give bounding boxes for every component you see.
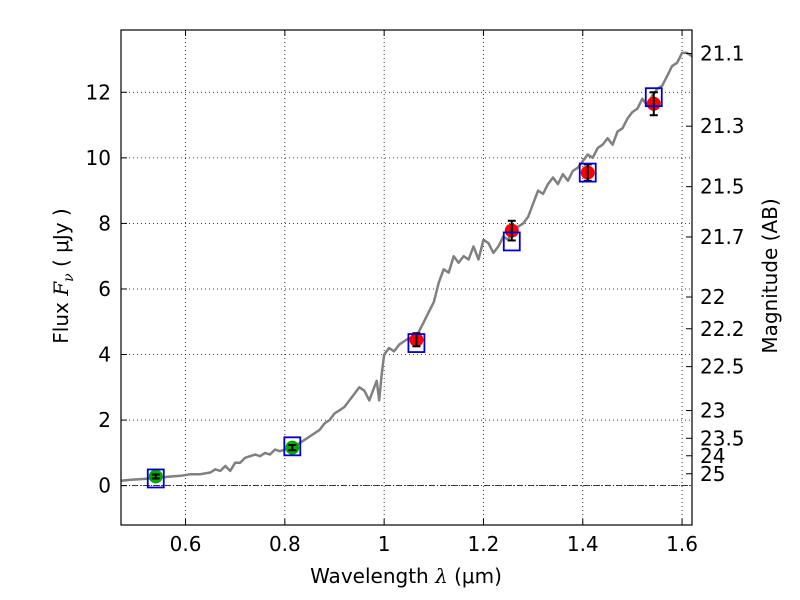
x-tick-label: 1 [378,532,391,556]
x-axis-label-unit: (μm) [454,564,502,588]
model-band-square [578,162,597,183]
x-axis-label-text: Wavelength [310,564,429,588]
model-band-square [502,231,521,252]
y-tick-label: 10 [86,146,111,170]
model-spectrum-line [121,51,692,482]
magnitude-tick-label: 21.1 [700,41,745,65]
magnitude-tick-label: 24 [700,444,725,468]
magnitude-tick-label: 22.2 [700,317,745,341]
x-tick-label: 0.8 [269,532,301,556]
plot-area [121,51,692,489]
magnitude-tick-label: 23 [700,399,725,423]
y-tick-label: 6 [98,277,111,301]
y-tick-label: 8 [98,211,111,235]
model-band-square [283,436,302,457]
x-tick-label: 1.6 [666,532,698,556]
x-axis-ticks: 0.6 0.8 1 1.2 1.4 1.6 [170,30,698,556]
x-tick-label: 1.4 [567,532,599,556]
y-tick-label: 0 [98,474,111,498]
plot-frame [120,29,693,526]
model-band-square [407,333,426,353]
y-tick-label: 4 [98,343,111,367]
y-axis-label-symbol: F [49,281,73,297]
x-tick-label: 1.2 [468,532,500,556]
magnitude-axis-label: Magnitude (AB) [758,198,782,353]
magnitude-tick-label: 21.5 [700,175,745,199]
x-tick-label: 0.6 [170,532,202,556]
red-photometry-points [409,91,661,348]
y-axis-label: Flux Fν ( μJy ) [49,208,77,343]
y-axis-ticks: 0 2 4 6 8 10 12 [86,80,127,498]
magnitude-tick-label: 22.5 [700,355,745,379]
magnitude-tick-label: 25 [700,462,725,486]
magnitude-tick-label: 21.3 [700,114,745,138]
model-band-square [146,468,165,489]
y-axis-label-subscript: ν [61,273,77,282]
y-axis-label-unit: ( μJy ) [49,208,73,267]
magnitude-tick-label: 23.5 [700,426,745,450]
y-axis-label-text: Flux [49,302,73,344]
x-axis-label: Wavelength λ (μm) [310,564,502,588]
magnitude-tick-label: 22 [700,285,725,309]
model-band-squares [146,87,663,489]
model-band-square [644,87,663,108]
y-tick-label: 2 [98,408,111,432]
green-photometry-points [148,440,300,484]
magnitude-tick-label: 21.7 [700,225,745,249]
y-tick-label: 12 [86,80,111,104]
x-axis-label-symbol: λ [434,564,448,588]
